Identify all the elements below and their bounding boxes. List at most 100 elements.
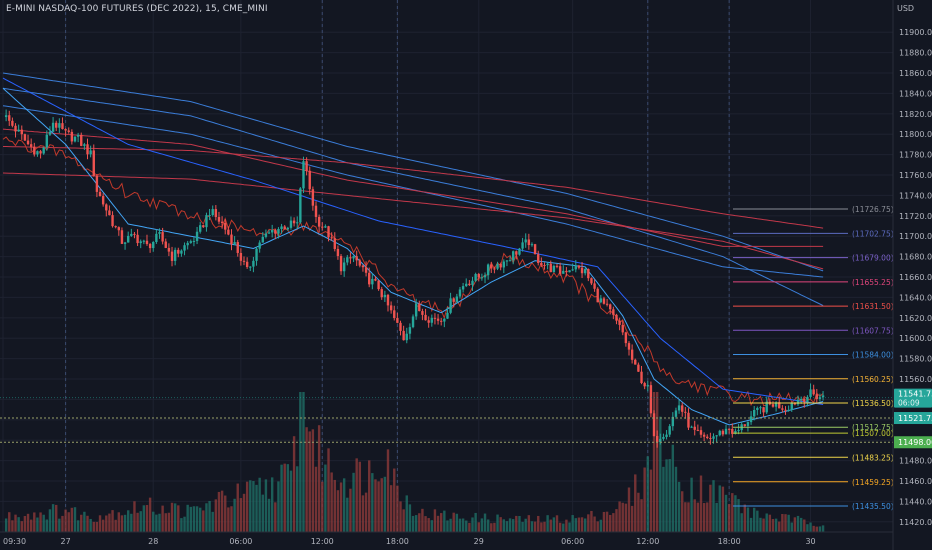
level-label: (11631.50)	[852, 302, 894, 311]
volume-bar	[781, 513, 784, 532]
candle-body	[230, 234, 233, 245]
volume-bar	[80, 514, 83, 532]
trailing-stop-line	[2, 136, 824, 407]
candle-body	[468, 283, 471, 285]
volume-bar	[261, 494, 264, 532]
candle-body	[721, 430, 725, 435]
candle-body	[296, 222, 299, 224]
candle-body	[180, 250, 183, 254]
volume-bar	[195, 506, 199, 532]
moving-average-band	[2, 87, 824, 307]
candle-body	[61, 123, 64, 130]
volume-bar	[48, 509, 52, 532]
candle-body	[637, 364, 640, 372]
volume-bar	[421, 508, 424, 532]
candle-body	[690, 426, 693, 428]
volume-bar	[89, 518, 92, 532]
candle-body	[634, 359, 637, 365]
volume-bar	[152, 511, 155, 532]
volume-bar	[812, 525, 815, 532]
candle-body	[148, 243, 152, 249]
candle-body	[809, 389, 812, 397]
candle-body	[533, 244, 537, 255]
volume-bar	[465, 520, 468, 532]
volume-bar	[784, 514, 787, 532]
candle-body	[364, 267, 368, 273]
price-tick-label: 11840.00	[899, 89, 932, 98]
candle-body	[64, 129, 67, 131]
volume-bar	[224, 495, 227, 532]
price-axis[interactable]: 11900.00 11880.00 11860.00 11840.00 11820.00…	[892, 0, 932, 550]
candle-body	[787, 409, 790, 411]
volume-bar	[111, 510, 114, 532]
candle-body	[155, 233, 158, 243]
volume-bar	[806, 524, 809, 532]
volume-bar	[511, 519, 515, 532]
volume-bar	[342, 478, 346, 532]
time-axis[interactable]: 09:30 27 28 06:00 12:00 18:00 29 06:00 12:00 18:0…	[0, 531, 893, 546]
candle-body	[440, 320, 443, 322]
candle-body	[14, 125, 17, 132]
volume-bar	[208, 500, 211, 532]
volume-bar	[39, 512, 42, 532]
volume-bar	[709, 484, 712, 532]
price-tick-label: 11580.00	[899, 355, 932, 364]
candle-body	[173, 249, 177, 261]
volume-bar	[571, 515, 574, 532]
volume-bar	[83, 511, 86, 532]
volume-bar	[621, 502, 624, 532]
volume-bar	[26, 513, 30, 532]
candle-body	[317, 216, 321, 227]
candle-body	[765, 401, 768, 413]
volume-bar	[368, 460, 371, 532]
candle-body	[270, 229, 274, 233]
volume-bar	[352, 472, 355, 532]
volume-bar	[411, 515, 415, 532]
candle-body	[537, 254, 540, 263]
volume-bar	[220, 490, 224, 532]
candle-body	[655, 435, 659, 443]
candle-body	[198, 225, 202, 232]
volume-bar	[299, 392, 302, 532]
level-label: (11726.75)	[852, 205, 894, 214]
candle-body	[205, 215, 208, 228]
volume-bar	[358, 461, 362, 532]
candle-body	[486, 264, 490, 276]
price-tick-label: 11440.00	[899, 497, 932, 506]
candle-body	[646, 385, 649, 387]
candle-body	[524, 239, 527, 243]
candle-body	[571, 269, 574, 271]
volume-bar	[518, 515, 521, 532]
candle-body	[117, 227, 121, 231]
volume-bar	[346, 497, 349, 532]
volume-bar	[433, 509, 437, 532]
ema-lines	[2, 77, 824, 426]
candle-body	[389, 305, 393, 311]
volume-bar	[480, 518, 484, 532]
candle-body	[311, 189, 315, 206]
candle-body	[433, 317, 437, 319]
volume-bar	[549, 519, 552, 532]
candle-body	[123, 242, 127, 244]
time-tick-label: 18:00	[718, 537, 741, 546]
volume-bar	[630, 505, 634, 532]
volume-bar	[161, 505, 164, 532]
candle-body	[493, 268, 496, 270]
price-line-badge-label: 11498.00	[898, 438, 932, 447]
volume-bar	[336, 490, 340, 532]
candle-body	[693, 426, 696, 430]
candle-body	[192, 240, 196, 242]
candle-body	[255, 248, 258, 261]
volume-bar	[51, 504, 55, 532]
volume-bar	[189, 506, 192, 532]
candle-body	[242, 260, 246, 262]
candle-body	[684, 411, 687, 413]
volume-bar	[4, 518, 8, 532]
volume-bar	[803, 519, 806, 532]
volume-bar	[377, 481, 380, 532]
candle-body	[302, 161, 305, 189]
candle-body	[618, 320, 621, 325]
candle-body	[55, 122, 58, 128]
volume-bar	[649, 469, 653, 532]
